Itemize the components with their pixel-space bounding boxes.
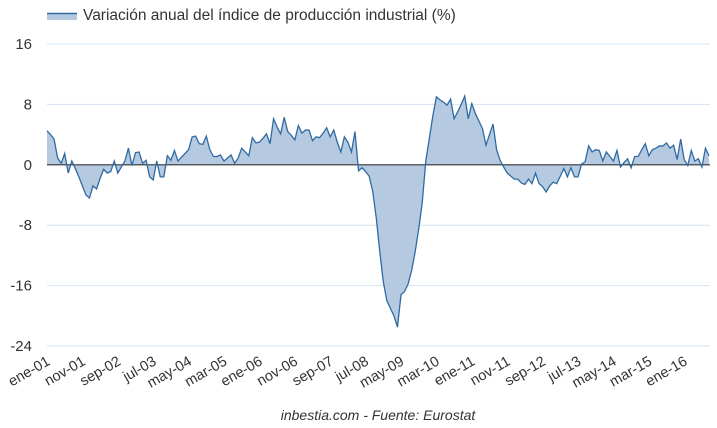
y-tick-label: -8 (19, 217, 32, 234)
y-tick-label: -24 (10, 338, 32, 355)
y-tick-label: 8 (24, 96, 32, 113)
x-tick-label: sep-07 (290, 354, 336, 390)
chart-credit: inbestia.com - Fuente: Eurostat (281, 407, 477, 423)
y-axis-ticks: 16 8 0 -8 -16 -24 (10, 36, 32, 355)
legend-swatch-fill (47, 13, 77, 20)
x-tick-label: ene-16 (643, 354, 690, 390)
y-tick-label: 0 (24, 157, 32, 174)
legend[interactable]: Variación anual del índice de producción… (47, 7, 456, 24)
x-tick-label: ene-11 (432, 354, 478, 390)
legend-label: Variación anual del índice de producción… (83, 7, 456, 24)
x-tick-label: sep-02 (77, 354, 123, 390)
x-tick-label: sep-12 (502, 354, 548, 390)
series-line (46, 93, 710, 328)
y-tick-label: 16 (15, 36, 32, 53)
y-tick-label: -16 (10, 278, 32, 295)
series-area (47, 96, 709, 328)
x-axis-labels: ene-01nov-01sep-02jul-03may-04mar-05ene-… (6, 354, 690, 392)
